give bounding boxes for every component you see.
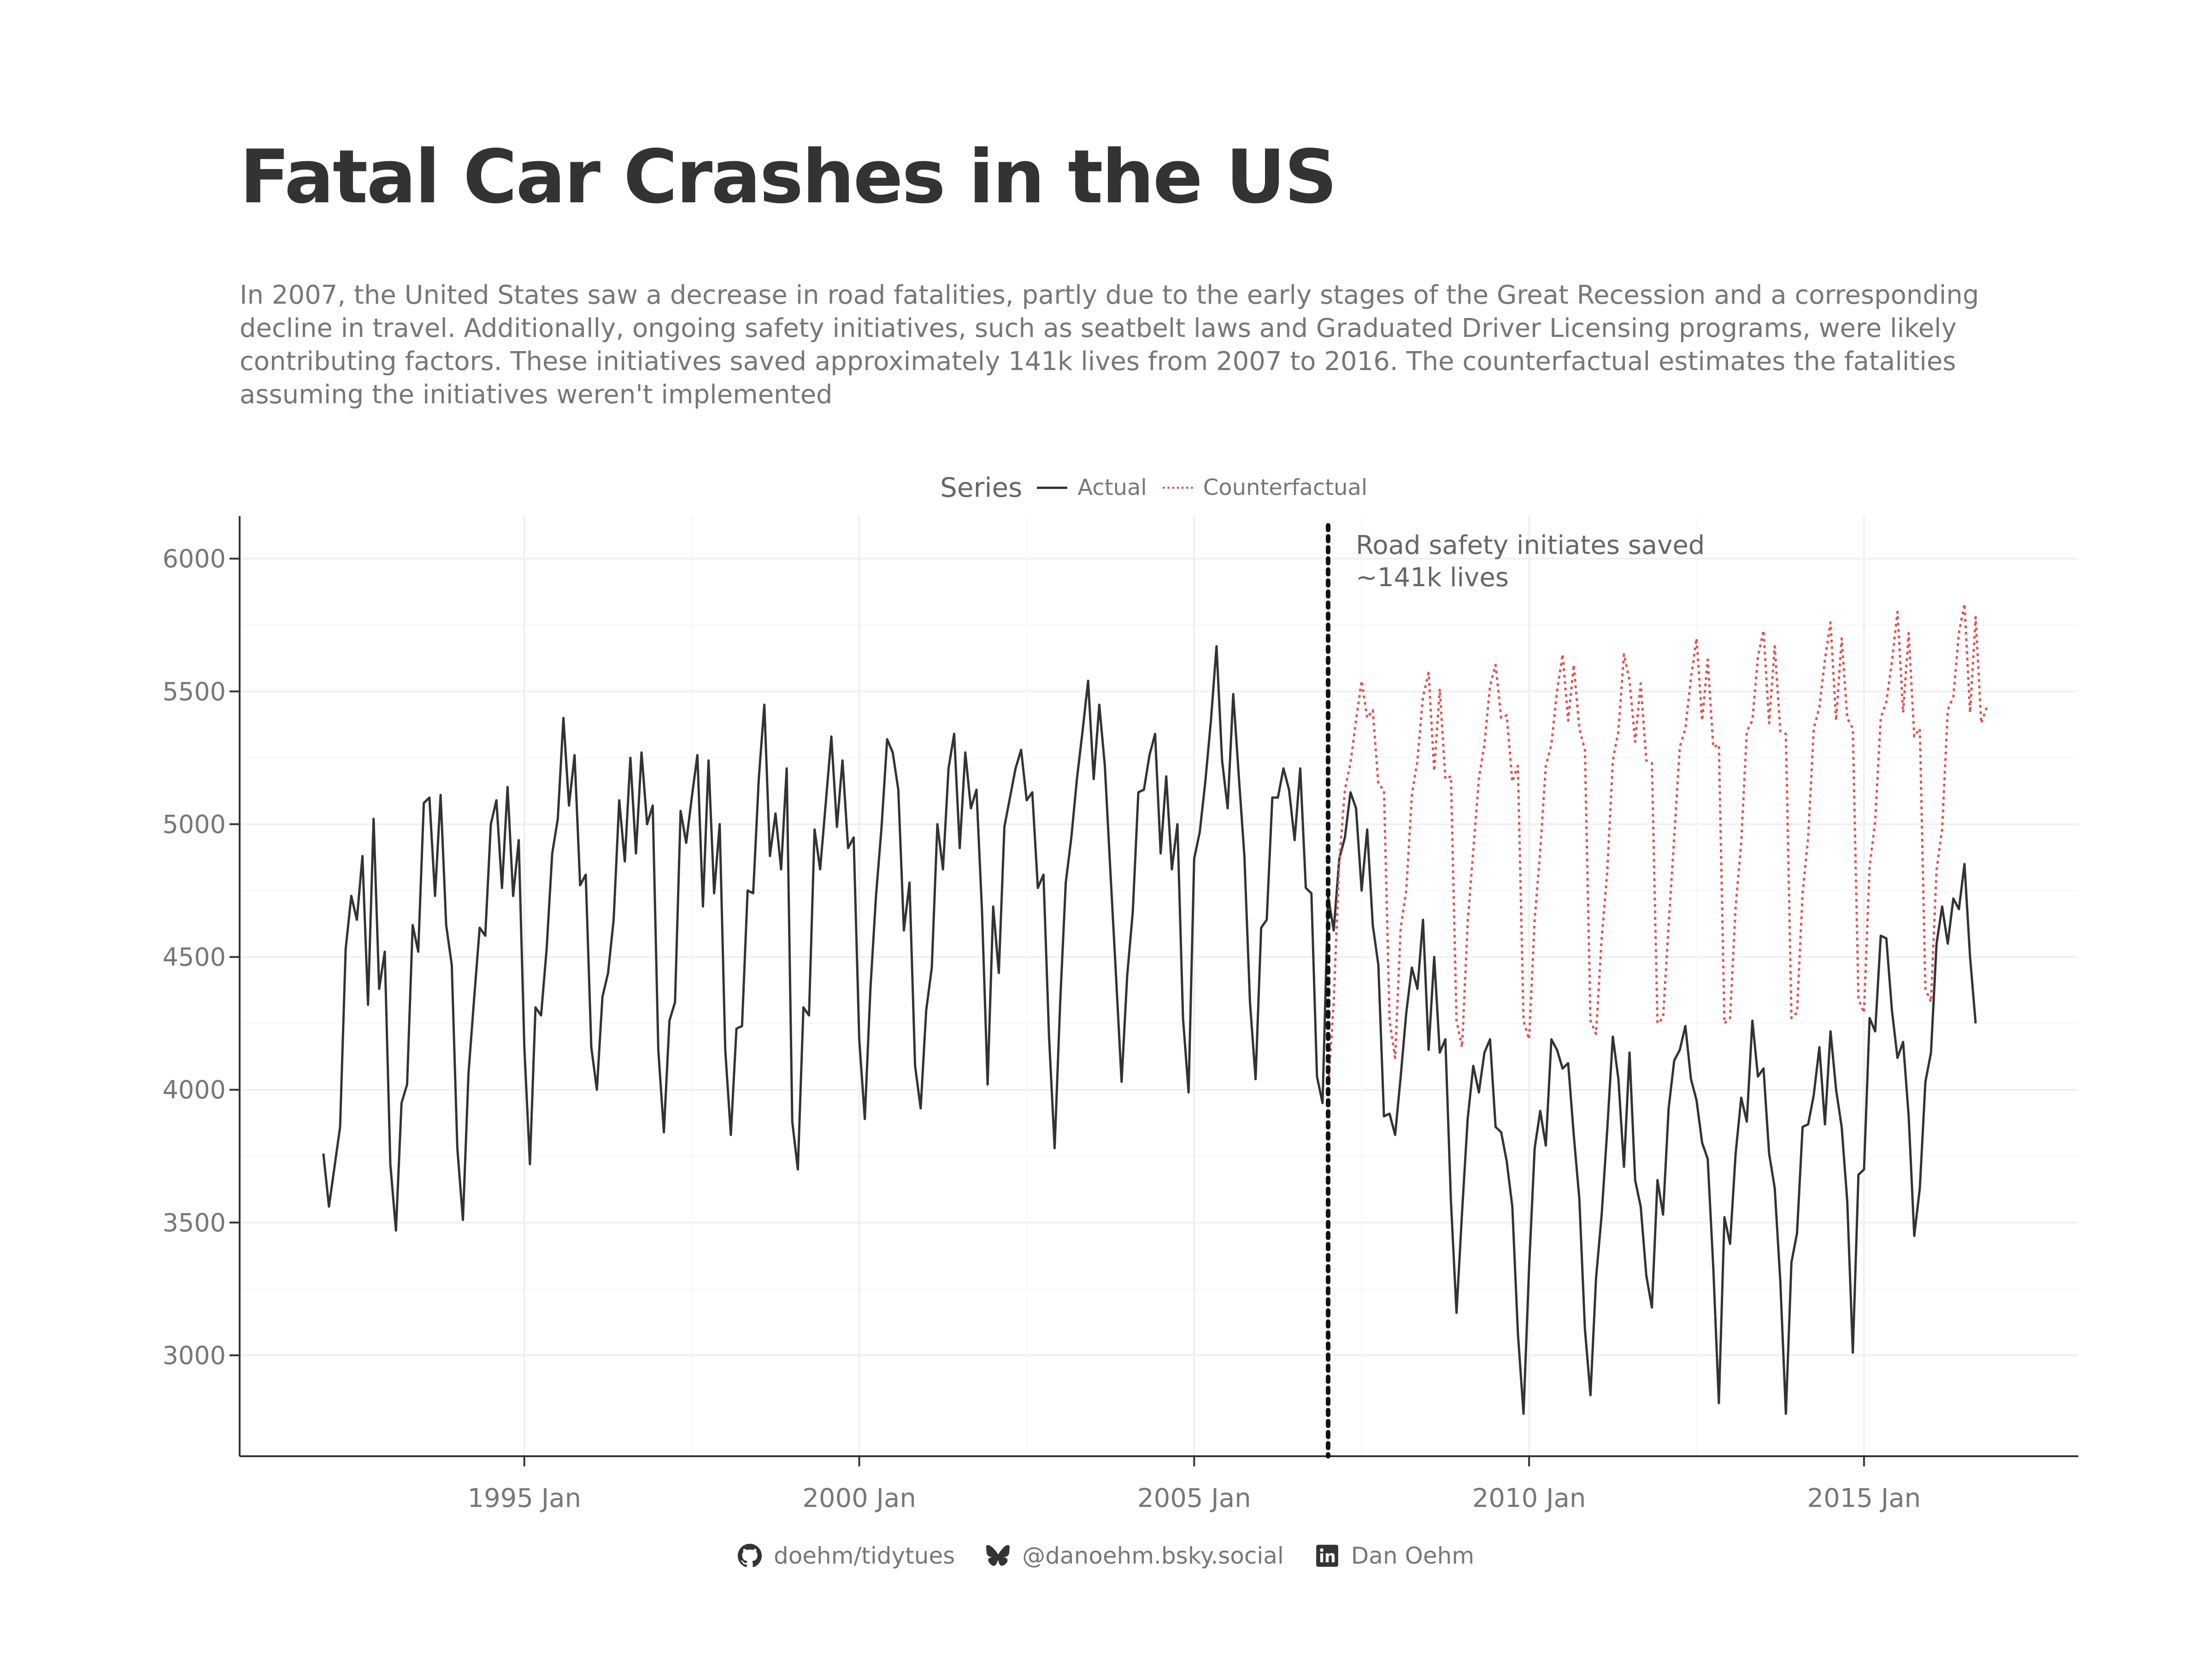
y-tick-label: 4500 [163, 943, 226, 972]
footer-bluesky-text: @danoehm.bsky.social [1022, 1542, 1284, 1569]
series-line-actual [322, 645, 1977, 1415]
linkedin-icon [1316, 1545, 1338, 1567]
legend: Series Actual Counterfactual [940, 469, 1383, 506]
footer-linkedin[interactable]: Dan Oehm [1315, 1542, 1474, 1569]
annotation-text: ~141k lives [1356, 563, 1509, 593]
footer-github-text: doehm/tidytues [773, 1542, 955, 1569]
grid-lines [240, 516, 2078, 1456]
series-lines [322, 602, 1988, 1415]
y-tick-label: 4000 [163, 1076, 226, 1105]
annotation-text: Road safety initiates saved [1356, 530, 1705, 560]
y-tick-label: 5000 [163, 810, 226, 839]
butterfly-icon [986, 1545, 1010, 1566]
x-tick-label: 2015 Jan [1807, 1483, 1921, 1513]
footer: doehm/tidytues @danoehm.bsky.social Dan … [0, 1537, 2212, 1574]
footer-bluesky[interactable]: @danoehm.bsky.social [986, 1542, 1284, 1569]
y-tick-label: 5500 [163, 677, 226, 706]
y-tick-label: 3000 [163, 1341, 226, 1370]
legend-label-counterfactual: Counterfactual [1203, 475, 1368, 500]
footer-linkedin-text: Dan Oehm [1351, 1542, 1475, 1569]
y-tick-label: 6000 [163, 544, 226, 573]
chart-title: Fatal Car Crashes in the US [240, 134, 1337, 220]
github-icon [737, 1544, 762, 1567]
x-tick-label: 1995 Jan [467, 1483, 581, 1513]
legend-key-counterfactual [1162, 486, 1193, 489]
legend-key-actual [1037, 486, 1068, 489]
legend-label-actual: Actual [1077, 475, 1147, 500]
x-tick-label: 2010 Jan [1472, 1483, 1586, 1513]
x-tick-label: 2005 Jan [1137, 1483, 1251, 1513]
legend-title: Series [940, 472, 1023, 503]
annotation: Road safety initiates saved~141k lives [1326, 523, 1705, 1459]
axes: 3000 3500 4000 4500 5000 5500 6000 1995 Jan 2000… [163, 516, 2078, 1513]
series-line-counterfactual [1327, 602, 1988, 1090]
chart-subtitle: In 2007, the United States saw a decreas… [240, 280, 1979, 410]
x-tick-label: 2000 Jan [802, 1483, 916, 1513]
y-tick-label: 3500 [163, 1208, 226, 1237]
footer-github[interactable]: doehm/tidytues [737, 1542, 955, 1569]
